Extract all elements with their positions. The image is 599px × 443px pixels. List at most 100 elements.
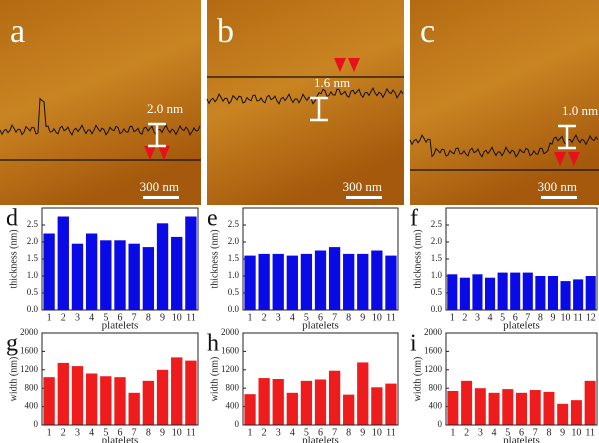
x-tick-label: 7 — [533, 427, 538, 438]
y-tick-label: 1.0 — [431, 270, 443, 280]
x-tick-label: 1 — [450, 427, 455, 438]
y-tick-label: 2.5 — [228, 219, 240, 229]
bar — [472, 274, 483, 310]
x-tick-label: 6 — [318, 312, 323, 323]
y-tick-label: 800 — [25, 382, 39, 392]
y-tick-label: 0.5 — [27, 287, 39, 297]
y-tick-label: 1200 — [424, 364, 443, 374]
y-tick-label: 1.5 — [27, 253, 39, 263]
x-tick-label: 7 — [332, 312, 337, 323]
bar — [71, 366, 84, 425]
y-axis-label: width (nm) — [8, 357, 19, 402]
x-tick-label: 3 — [475, 312, 480, 323]
bar — [156, 369, 169, 425]
panel-label: a — [10, 13, 25, 50]
bar — [114, 240, 126, 310]
bar — [385, 383, 397, 425]
y-tick-label: 1.0 — [27, 270, 39, 280]
bar — [128, 243, 140, 310]
y-tick-label: 1200 — [20, 364, 39, 374]
x-tick-label: 7 — [132, 312, 137, 323]
scale-label: 300 nm — [343, 179, 382, 194]
bar — [314, 250, 327, 310]
bar — [543, 391, 555, 425]
bar — [272, 379, 284, 425]
bar — [357, 253, 369, 310]
bar — [343, 394, 355, 425]
bar — [171, 236, 183, 310]
afm-image — [207, 0, 404, 205]
x-tick-label: 11 — [186, 427, 196, 438]
x-tick-label: 10 — [372, 312, 382, 323]
y-tick-label: 1200 — [221, 364, 240, 374]
x-tick-label: 9 — [550, 312, 555, 323]
step-height: 1.0 nm — [562, 103, 598, 118]
step-bracket — [148, 122, 166, 148]
bar — [142, 247, 155, 310]
x-tick-label: 1 — [47, 312, 52, 323]
x-tick-label: 8 — [146, 312, 151, 323]
bar — [357, 362, 369, 425]
x-tick-label: 6 — [118, 312, 123, 323]
x-tick-label: 9 — [360, 312, 365, 323]
y-tick-label: 2.5 — [27, 219, 39, 229]
bar — [114, 377, 126, 425]
bar — [371, 387, 383, 425]
x-tick-label: 1 — [248, 312, 253, 323]
y-axis-label: width (nm) — [209, 357, 220, 402]
y-tick-label: 2000 — [424, 327, 443, 337]
height-profile — [0, 97, 201, 136]
bar — [43, 377, 55, 425]
bar — [461, 380, 473, 425]
bar — [535, 276, 546, 310]
y-tick-label: 0 — [438, 419, 443, 429]
x-tick-label: 3 — [75, 312, 80, 323]
x-tick-label: 10 — [172, 427, 182, 438]
x-tick-label: 3 — [276, 427, 281, 438]
bar — [585, 276, 596, 310]
scale-bar — [541, 196, 577, 199]
bar — [286, 392, 298, 425]
bar — [584, 380, 596, 425]
y-tick-label: 2000 — [20, 327, 39, 337]
x-axis-label: platelets — [503, 435, 540, 443]
bar — [71, 243, 84, 310]
y-tick-label: 1600 — [424, 345, 443, 355]
x-tick-label: 1 — [450, 312, 455, 323]
x-tick-label: 6 — [318, 427, 323, 438]
bar — [258, 378, 270, 425]
bar — [57, 216, 69, 310]
y-axis-label: thickness (nm) — [8, 229, 19, 288]
bar — [447, 390, 459, 425]
bar — [502, 389, 514, 425]
x-tick-label: 4 — [488, 312, 493, 323]
y-tick-label: 400 — [25, 401, 39, 411]
x-tick-label: 9 — [160, 427, 165, 438]
x-axis-label: platelets — [302, 435, 339, 443]
y-tick-label: 2.0 — [431, 236, 443, 246]
x-tick-label: 10 — [372, 427, 382, 438]
x-tick-label: 5 — [103, 427, 108, 438]
bar — [300, 380, 313, 425]
height-profile — [206, 86, 404, 105]
x-tick-label: 7 — [132, 427, 137, 438]
x-tick-label: 6 — [118, 427, 123, 438]
y-tick-label: 2.0 — [228, 236, 240, 246]
x-tick-label: 2 — [61, 427, 66, 438]
bar — [100, 240, 112, 310]
x-tick-label: 4 — [89, 427, 94, 438]
bar — [171, 357, 183, 425]
x-tick-label: 11 — [386, 312, 396, 323]
y-tick-label: 0.5 — [431, 287, 443, 297]
x-tick-label: 4 — [89, 312, 94, 323]
x-axis-label: platelets — [102, 435, 139, 443]
panel-label: i — [410, 331, 417, 357]
bar — [156, 223, 169, 310]
bar — [244, 255, 256, 310]
bar — [371, 250, 383, 310]
x-axis-label: platelets — [102, 320, 139, 332]
bar — [488, 392, 500, 425]
bar — [516, 392, 527, 425]
y-axis-label: thickness (nm) — [209, 229, 220, 288]
bar — [244, 394, 256, 425]
